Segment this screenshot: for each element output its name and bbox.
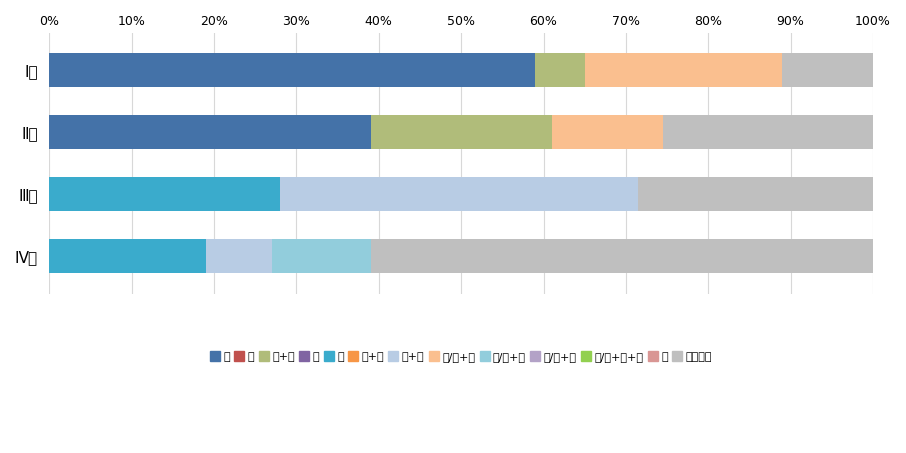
Bar (783, 53, 873, 87)
Bar (584, 53, 783, 87)
Bar (49, 115, 371, 149)
Bar (638, 177, 873, 212)
Bar (49, 53, 535, 87)
Bar (535, 53, 584, 87)
Bar (371, 239, 873, 274)
Bar (552, 115, 663, 149)
Bar (49, 239, 206, 274)
Bar (663, 115, 873, 149)
Bar (49, 177, 280, 212)
Bar (206, 239, 272, 274)
Bar (371, 115, 552, 149)
Bar (280, 177, 638, 212)
Bar (272, 239, 371, 274)
Legend: 手, 内, 手+内, 放, 薬, 放+薬, 薬+他, 手/内+放, 手/内+薬, 手/内+他, 手/内+放+薬, 他, 治療なし: 手, 内, 手+内, 放, 薬, 放+薬, 薬+他, 手/内+放, 手/内+薬,… (206, 347, 717, 366)
